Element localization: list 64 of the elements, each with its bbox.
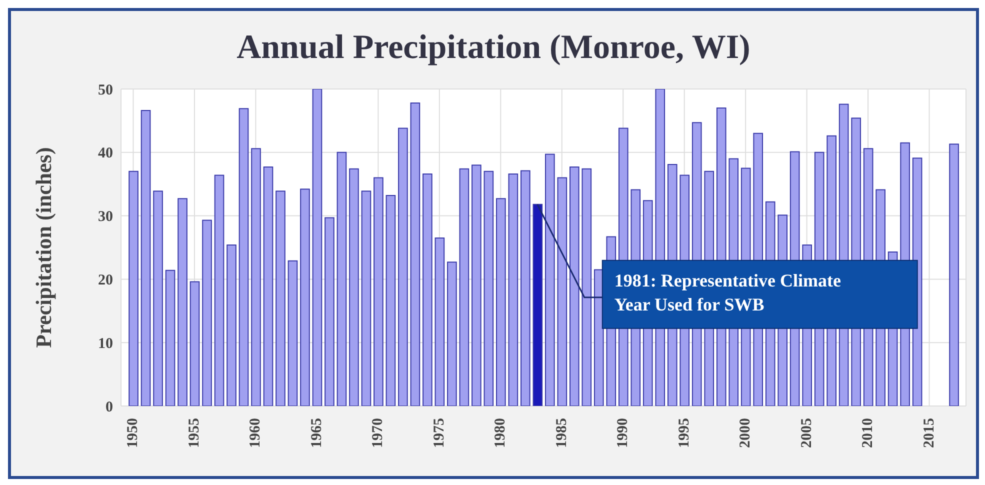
bar xyxy=(472,164,482,406)
callout-box: 1981: Representative Climate Year Used for SWB xyxy=(536,204,918,329)
bar xyxy=(349,168,359,406)
chart-title: Annual Precipitation (Monroe, WI) xyxy=(236,29,752,67)
bar xyxy=(251,148,261,406)
bar xyxy=(276,190,286,406)
bar xyxy=(386,195,396,406)
bar xyxy=(557,177,568,406)
x-tick-label: 2000 xyxy=(738,418,754,448)
x-tick-label: 1985 xyxy=(554,418,570,448)
bar xyxy=(520,170,530,406)
bar xyxy=(128,170,138,406)
bar xyxy=(178,198,188,406)
y-tick-label: 40 xyxy=(98,146,113,162)
bar xyxy=(238,108,249,406)
x-tick-label: 2005 xyxy=(798,418,815,448)
x-tick-label: 1970 xyxy=(370,418,386,448)
bar xyxy=(447,262,457,406)
bar xyxy=(140,110,151,406)
bar xyxy=(153,190,163,406)
x-tick-label: 1990 xyxy=(615,418,632,448)
bar xyxy=(594,269,604,406)
y-tick-label: 50 xyxy=(98,82,113,98)
x-tick-label: 1960 xyxy=(248,418,264,448)
y-axis-title: Precipitation (inches) xyxy=(30,147,56,348)
bar xyxy=(508,173,518,406)
y-tick-label: 10 xyxy=(98,336,113,352)
bar xyxy=(434,237,445,406)
x-tick-label: 1975 xyxy=(431,418,448,448)
bar xyxy=(190,281,200,406)
bar xyxy=(226,244,236,406)
bar xyxy=(949,144,959,406)
bar xyxy=(398,128,408,406)
bar xyxy=(422,173,432,406)
bar xyxy=(312,89,322,406)
bar xyxy=(410,102,420,406)
bar xyxy=(336,152,347,406)
x-tick-label: 1955 xyxy=(186,418,202,448)
x-tick-label: 2015 xyxy=(921,418,938,448)
x-tick-label: 1995 xyxy=(676,418,692,448)
bar xyxy=(459,168,470,406)
bar xyxy=(324,217,334,406)
bar xyxy=(214,174,224,406)
x-tick-label: 2010 xyxy=(860,418,876,448)
bar xyxy=(545,154,555,406)
bar xyxy=(532,204,543,406)
bar xyxy=(582,168,592,406)
bar xyxy=(288,260,298,406)
annotation: 1981: Representative Climate Year Used for SWB xyxy=(614,270,841,314)
y-tick-label: 0 xyxy=(106,399,113,416)
bar xyxy=(374,177,384,406)
y-tick-label: 20 xyxy=(98,272,113,289)
bar xyxy=(202,220,212,406)
bar xyxy=(300,188,310,406)
x-tick-label: 1950 xyxy=(125,418,142,448)
bar xyxy=(263,166,274,406)
bar xyxy=(496,198,506,406)
bar xyxy=(165,270,176,406)
x-tick-label: 1980 xyxy=(492,418,509,448)
bar xyxy=(361,190,372,406)
y-tick-label: 30 xyxy=(98,209,113,226)
bar xyxy=(484,170,494,406)
x-tick-label: 1965 xyxy=(308,418,325,448)
bar xyxy=(569,166,580,406)
